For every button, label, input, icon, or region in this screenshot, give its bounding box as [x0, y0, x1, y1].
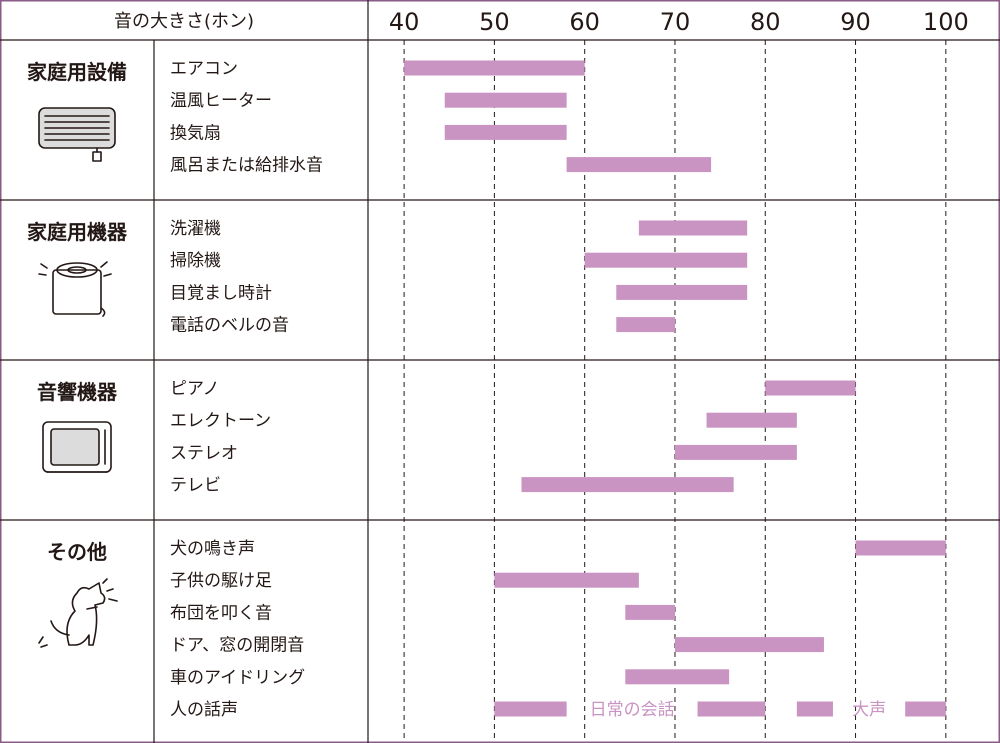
bar-segment	[494, 701, 567, 717]
range-bar	[855, 540, 946, 556]
item-label: ピアノ	[170, 379, 219, 399]
bar-layer	[404, 60, 946, 717]
washing-machine-icon	[38, 261, 112, 317]
tick-label-80: 80	[750, 8, 781, 36]
icon-layer	[38, 107, 118, 648]
tick-label-70: 70	[660, 8, 691, 36]
tick-label-60: 60	[569, 8, 600, 36]
range-bar	[584, 252, 748, 268]
range-bar	[521, 477, 734, 493]
item-label: 風呂または給排水音	[170, 156, 323, 176]
tick-label-90: 90	[840, 8, 871, 36]
tick-label-50: 50	[479, 8, 510, 36]
item-label: 車のアイドリング	[170, 668, 305, 688]
range-bar	[706, 412, 797, 428]
category-label: 家庭用機器	[27, 220, 128, 244]
item-label: 電話のベルの音	[170, 316, 289, 336]
item-label: 掃除機	[170, 251, 221, 271]
item-label: 温風ヒーター	[170, 91, 272, 111]
item-label: エアコン	[170, 59, 238, 79]
bar-segment	[905, 701, 946, 717]
item-label: 目覚まし時計	[170, 283, 272, 303]
item-label: 犬の鳴き声	[170, 539, 255, 559]
range-bar	[404, 60, 585, 76]
item-label: ステレオ	[170, 443, 238, 463]
text-layer: 音の大きさ(ホン) 40 50 60 70 80 90 100 家庭用設備 エアコン温風ヒーター…	[27, 8, 969, 720]
range-bar	[616, 284, 748, 300]
range-bar	[674, 444, 797, 460]
item-label: テレビ	[170, 476, 221, 496]
range-bar	[444, 92, 567, 108]
item-label: 布団を叩く音	[170, 603, 272, 623]
category-label: 音響機器	[37, 380, 118, 404]
tick-label-40: 40	[389, 8, 420, 36]
range-bar	[494, 572, 639, 588]
range-bar	[638, 220, 748, 236]
item-label: ドア、窓の開閉音	[170, 636, 304, 656]
bar-segment	[796, 701, 833, 717]
range-bar	[625, 604, 675, 620]
item-label: 子供の駆け足	[170, 571, 272, 591]
tick-label-100: 100	[923, 8, 969, 36]
range-bar	[566, 157, 712, 173]
range-bar	[616, 317, 675, 333]
air-conditioner-icon	[38, 107, 116, 162]
reference-label: 大声	[852, 700, 886, 720]
item-label: 人の話声	[170, 700, 238, 720]
item-label: 換気扇	[170, 123, 221, 143]
range-bar	[674, 637, 824, 653]
category-label: 家庭用設備	[27, 60, 127, 84]
range-bar	[444, 124, 567, 140]
range-bar	[765, 380, 856, 396]
range-bar	[625, 669, 730, 685]
reference-label: 日常の会話	[590, 700, 675, 720]
item-label: 洗濯機	[170, 219, 221, 239]
category-label: その他	[47, 540, 107, 564]
header-label: 音の大きさ(ホン)	[114, 11, 254, 32]
bar-segment	[697, 701, 766, 717]
item-label: エレクトーン	[170, 411, 271, 431]
television-icon	[42, 421, 112, 473]
dog-icon	[38, 578, 118, 648]
